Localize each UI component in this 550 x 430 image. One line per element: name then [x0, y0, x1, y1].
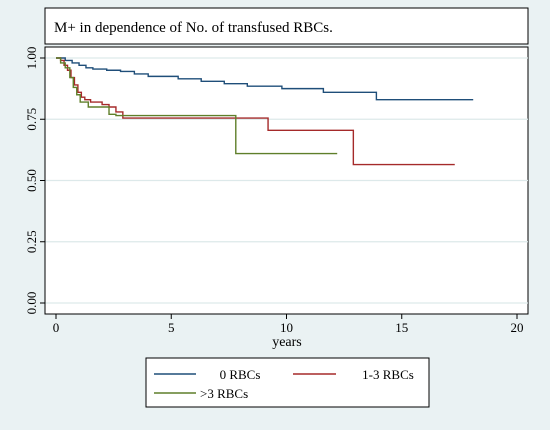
x-tick-label: 10 [280, 320, 293, 335]
x-tick-label: 0 [53, 320, 60, 335]
grid-lines [45, 57, 528, 304]
y-tick-label: 0.00 [24, 292, 39, 315]
legend-label-2: 1-3 RBCs [362, 367, 414, 382]
x-tick-label: 20 [511, 320, 524, 335]
series-line-1 [56, 57, 474, 101]
series-line-2 [56, 57, 455, 166]
legend-label-3: >3 RBCs [200, 386, 248, 401]
y-tick-label: 1.00 [24, 47, 39, 70]
y-tick-label: 0.75 [24, 108, 39, 131]
x-axis-ticks: 0 5 10 15 20 [53, 314, 524, 335]
series-line-3 [56, 57, 338, 155]
y-tick-label: 0.25 [24, 230, 39, 253]
series-group [56, 57, 474, 166]
legend-box [145, 357, 430, 408]
x-tick-label: 5 [168, 320, 175, 335]
title-box [44, 7, 529, 45]
legend: 0 RBCs 1-3 RBCs >3 RBCs [154, 367, 414, 401]
x-tick-label: 15 [395, 320, 408, 335]
y-tick-label: 0.50 [24, 169, 39, 192]
y-axis-ticks: 0.00 0.25 0.50 0.75 1.00 [24, 47, 45, 315]
chart-title: M+ in dependence of No. of transfused RB… [54, 20, 333, 36]
x-axis-label: years [272, 335, 302, 350]
legend-label-1: 0 RBCs [220, 367, 261, 382]
